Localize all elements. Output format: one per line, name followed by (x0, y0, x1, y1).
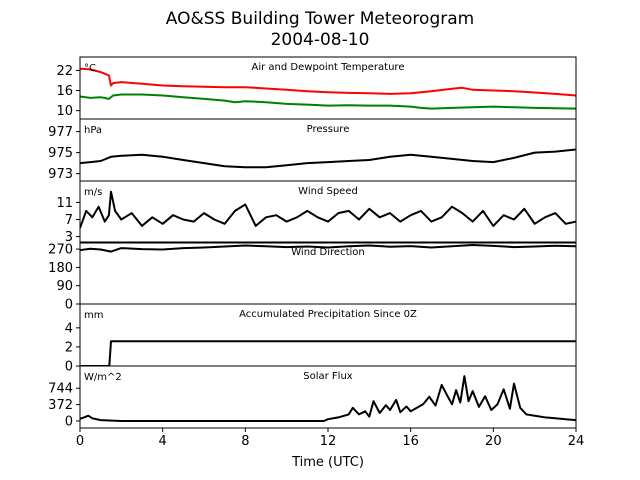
xtick-label-1: 4 (159, 434, 167, 449)
series-line-2-0 (80, 190, 576, 229)
series-line-1-0 (80, 148, 576, 169)
panel-1: 973 975 977 Pressure hPa (48, 118, 577, 182)
series-line-5-0 (80, 375, 576, 422)
panel-3: 0 90 180 270 Wind Direction (48, 241, 577, 313)
xtick-label-3: 12 (320, 434, 337, 449)
xtick-label-4: 16 (402, 434, 419, 449)
panel-4: 0 2 4 Accumulated Precipitation Since 0Z mm (65, 303, 577, 375)
panel-title-1: Pressure (307, 124, 350, 135)
panel-unit-2: m/s (84, 187, 102, 198)
figure-title-line2: 2004-08-10 (271, 30, 370, 50)
ytick-label-0-0: 10 (56, 104, 73, 119)
ytick-label-1-2: 977 (48, 125, 73, 140)
ytick-label-2-0: 3 (65, 230, 73, 245)
series-line-3-0 (80, 244, 576, 253)
ytick-label-4-2: 4 (65, 321, 73, 336)
series-line-4-0 (80, 340, 576, 366)
panel-unit-4: mm (84, 310, 103, 321)
x-axis: 0 4 8 12 16 20 24 (76, 434, 584, 449)
ytick-label-1-0: 973 (48, 167, 73, 182)
ytick-label-3-1: 90 (56, 279, 73, 294)
ytick-label-4-1: 2 (65, 340, 73, 355)
xtick-label-0: 0 (76, 434, 84, 449)
ytick-label-3-3: 270 (48, 243, 73, 258)
figure-title-line1: AO&SS Building Tower Meteorogram (166, 9, 474, 29)
panel-0: 10 16 22 Air and Dewpoint Temperature °C (56, 56, 577, 120)
ytick-label-5-1: 372 (48, 398, 73, 413)
series-line-0-1 (80, 93, 576, 110)
panel-title-3: Wind Direction (291, 247, 365, 258)
ytick-label-0-1: 16 (56, 84, 73, 99)
ytick-label-0-2: 22 (56, 64, 73, 79)
xtick-label-2: 8 (241, 434, 249, 449)
ytick-label-3-0: 0 (65, 298, 73, 313)
ytick-label-3-2: 180 (48, 261, 73, 276)
panel-unit-1: hPa (84, 125, 102, 136)
panel-2: 3 7 11 Wind Speed m/s (56, 180, 577, 245)
panel-title-4: Accumulated Precipitation Since 0Z (239, 309, 417, 320)
xtick-label-5: 20 (485, 434, 502, 449)
panel-title-0: Air and Dewpoint Temperature (252, 62, 405, 73)
ytick-label-2-1: 7 (65, 213, 73, 228)
ytick-label-4-0: 0 (65, 360, 73, 375)
x-axis-label: Time (UTC) (291, 455, 364, 470)
series-line-0-0 (80, 67, 576, 97)
panel-title-5: Solar Flux (303, 371, 353, 382)
panel-title-2: Wind Speed (298, 186, 358, 197)
ytick-label-5-0: 0 (65, 414, 73, 429)
ytick-label-1-1: 975 (48, 146, 73, 161)
panel-unit-0: °C (84, 63, 96, 74)
panel-frame-2 (79, 180, 577, 244)
ytick-label-2-2: 11 (56, 196, 73, 211)
xtick-label-6: 24 (568, 434, 585, 449)
panel-unit-5: W/m^2 (84, 372, 122, 383)
ytick-label-5-2: 744 (48, 382, 73, 397)
